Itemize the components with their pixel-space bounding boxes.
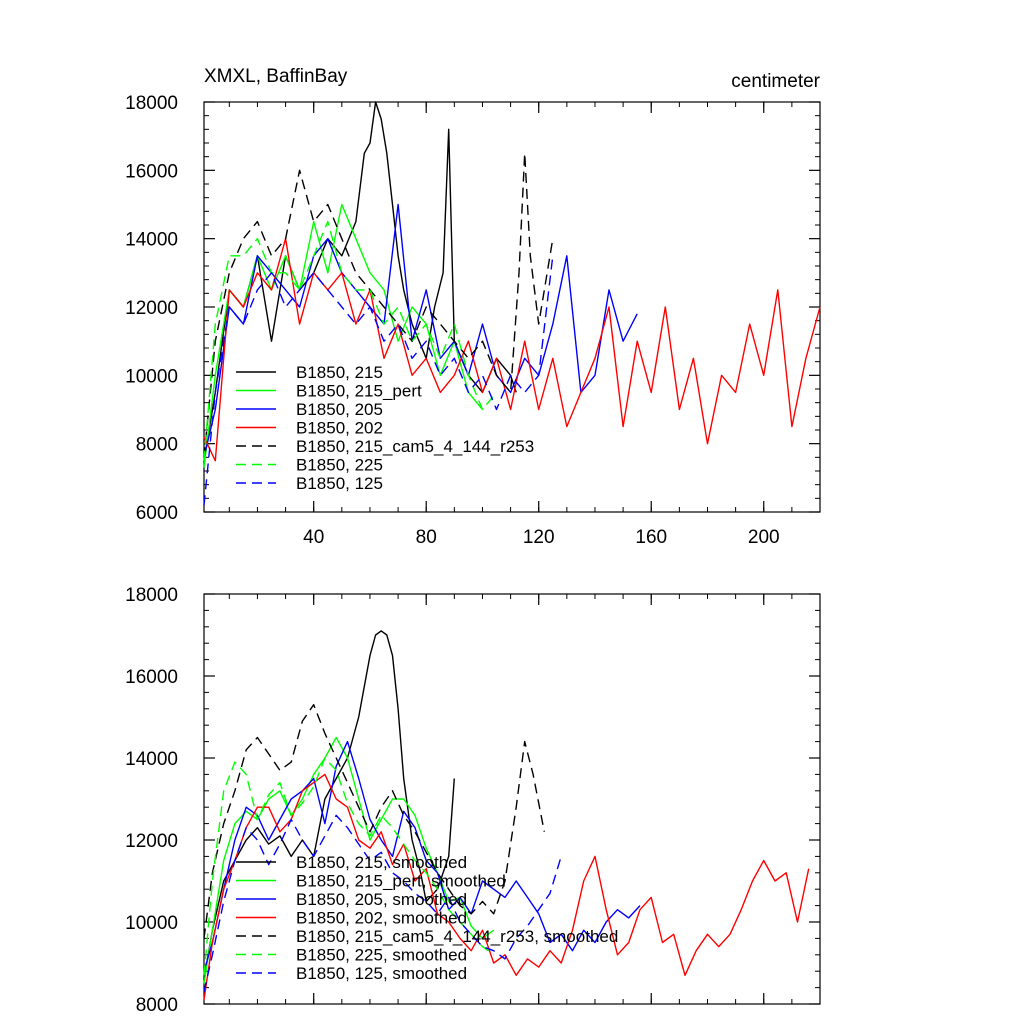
- y-tick-label: 18000: [125, 585, 178, 606]
- series-line-6: [203, 255, 554, 506]
- legend-label: B1850, 225: [296, 456, 383, 475]
- y-tick-label: 10000: [125, 913, 178, 934]
- y-tick-label: 10000: [125, 366, 178, 387]
- series-line-1: [203, 736, 495, 984]
- chart-bottom: 8000 10000 12000 14000 16000 18000 B1850, 215…: [125, 585, 821, 1016]
- y-tick-label: 8000: [136, 435, 178, 456]
- y-tick-label: 14000: [125, 230, 178, 251]
- y-tick-label: 12000: [125, 298, 178, 319]
- y-tick-label: 12000: [125, 831, 178, 852]
- y-tick-label: 14000: [125, 749, 178, 770]
- y-tick-label: 16000: [125, 667, 178, 688]
- y-tick-label: 18000: [125, 93, 178, 114]
- series-lines: [203, 630, 810, 1001]
- chart-title: XMXL, BaffinBay: [204, 66, 348, 87]
- y-tick-label: 8000: [136, 995, 178, 1016]
- x-tick-label: 160: [635, 527, 667, 548]
- plot-frame: [203, 593, 821, 1005]
- legend-label: B1850, 205, smoothed: [296, 890, 467, 909]
- series-lines: [203, 101, 821, 506]
- series-line-4: [203, 152, 554, 458]
- legend-label: B1850, 215: [296, 363, 383, 382]
- axis-ticks: [204, 593, 821, 1005]
- series-line-3: [203, 237, 821, 462]
- legend-label: B1850, 215, smoothed: [296, 853, 467, 872]
- legend-label: B1850, 215_cam5_4_144_r253, smoothed: [296, 927, 618, 946]
- x-tick-label: 40: [303, 527, 324, 548]
- chart-top: XMXL, BaffinBay centimeter 40 80 120 160 200…: [125, 66, 821, 548]
- legend-label: B1850, 215_pert: [296, 382, 422, 401]
- x-tick-label: 80: [416, 527, 437, 548]
- y-tick-label: 16000: [125, 161, 178, 182]
- series-line-2: [203, 740, 641, 972]
- series-line-4: [203, 704, 545, 939]
- series-line-3: [203, 773, 810, 1001]
- legend-label: B1850, 125, smoothed: [296, 964, 467, 983]
- axis-tick-labels: 40 80 120 160 200 6000 8000 10000 12000 14000 1600…: [125, 93, 779, 548]
- legend-label: B1850, 202, smoothed: [296, 909, 467, 928]
- series-line-2: [203, 203, 638, 458]
- legend-label: B1850, 205: [296, 400, 383, 419]
- y-tick-label: 6000: [136, 503, 178, 524]
- x-tick-label: 200: [748, 527, 780, 548]
- legend-label: B1850, 215_cam5_4_144_r253: [296, 437, 534, 456]
- axis-tick-labels: 8000 10000 12000 14000 16000 18000: [125, 585, 178, 1016]
- x-tick-label: 120: [523, 527, 555, 548]
- legend-label: B1850, 202: [296, 419, 383, 438]
- legend-label: B1850, 125: [296, 474, 383, 493]
- axis-ticks: [204, 101, 821, 513]
- legend-label: B1850, 215_pert, smoothed: [296, 872, 506, 891]
- units-label: centimeter: [731, 71, 820, 92]
- series-line-6: [203, 814, 562, 992]
- series-line-1: [203, 203, 484, 468]
- legend-label: B1850, 225, smoothed: [296, 946, 467, 965]
- series-line-5: [203, 220, 498, 461]
